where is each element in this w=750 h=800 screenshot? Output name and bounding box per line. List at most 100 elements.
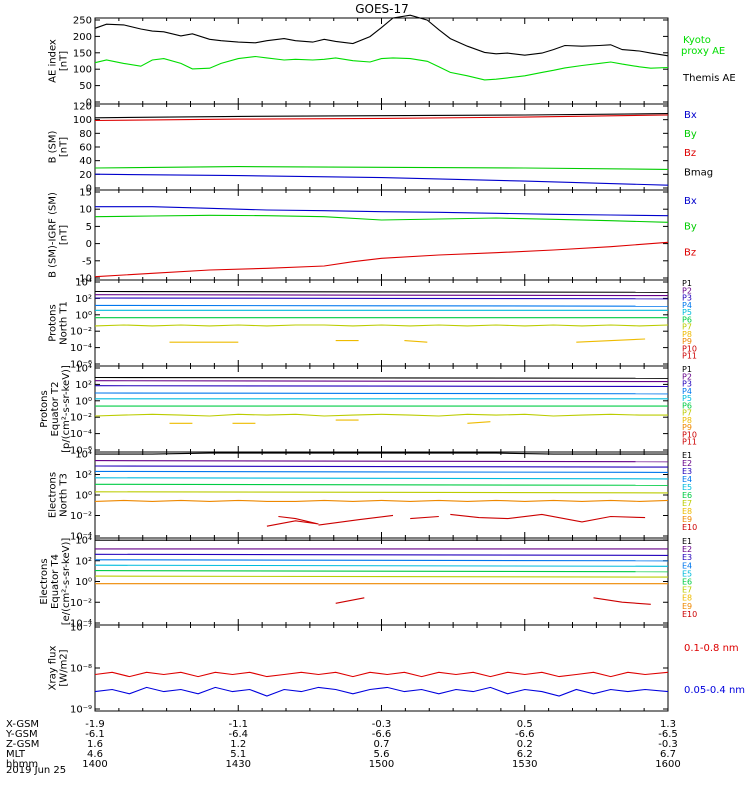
legend-label: P5 [682, 308, 692, 317]
legend-label: P11 [682, 438, 697, 447]
series-line-e9 [450, 513, 646, 523]
series-line-by [94, 214, 669, 223]
ephemeris-row-label: MLT [6, 749, 26, 760]
ephemeris-value: -6.1 [85, 729, 105, 740]
legend-label: E6 [682, 578, 692, 587]
y-axis-label: Electrons [48, 472, 59, 518]
y-tick-label: 15 [79, 188, 92, 199]
legend-label: P3 [682, 294, 692, 303]
y-axis-label: North T1 [59, 301, 70, 345]
legend-label: P2 [682, 372, 692, 381]
legend-label: Bx [684, 196, 697, 207]
y-tick-label: 10⁻⁴ [70, 619, 92, 630]
series-line-e3 [94, 553, 669, 556]
y-axis-label: [nT] [59, 225, 70, 245]
legend-label: 0.05-0.4 nm [684, 685, 745, 696]
y-tick-label: 10⁻⁴ [70, 343, 92, 354]
ephemeris-value: -0.3 [372, 719, 392, 730]
panel-xray: 10⁻⁷ 10⁻⁸ 10⁻⁹ Xray flux [W/m2] 0.1-0.8 nm 0.0… [48, 623, 746, 716]
legend-label: E8 [682, 594, 692, 603]
legend-label: E5 [682, 569, 692, 578]
legend-label: By [684, 222, 697, 233]
legend-label: P11 [682, 352, 697, 361]
series-line-e3 [94, 465, 669, 468]
y-axis-label: Protons [39, 390, 50, 427]
legend-label: By [684, 129, 697, 140]
panel-frame [94, 365, 669, 453]
ephemeris-value: 1600 [655, 759, 680, 770]
y-tick-label: 10⁻⁴ [70, 429, 92, 440]
legend-label: proxy AE [681, 46, 725, 57]
panel-frame [94, 451, 669, 539]
ephemeris-value: 1.2 [230, 739, 246, 750]
legend-label: Themis AE [682, 73, 736, 84]
series-line-p4 [94, 304, 669, 307]
legend-label: P8 [682, 416, 692, 425]
legend-label: Kyoto [683, 35, 711, 46]
series-line-e9 [593, 597, 651, 605]
series-line-by [94, 166, 669, 170]
series-line-e1 [95, 452, 668, 455]
y-axis-label: North T3 [59, 473, 70, 517]
ephemeris-row-label: Z-GSM [6, 739, 39, 750]
legend-label: P8 [682, 330, 692, 339]
ephemeris-value: -1.9 [85, 719, 105, 730]
series-line-e6 [94, 483, 669, 486]
y-axis-label: [e/(cm²-s-sr-keV)] [61, 538, 72, 626]
ephemeris-value: 1400 [82, 759, 107, 770]
ephemeris-row-label: hhmm [6, 759, 38, 770]
legend-label: E9 [682, 515, 692, 524]
series-line-p3 [94, 385, 669, 388]
series-line-p2 [94, 294, 669, 297]
series-line-e9 [318, 514, 394, 526]
y-tick-label: 10⁴ [75, 450, 92, 461]
y-tick-label: 80 [79, 129, 92, 140]
legend-label: E9 [682, 602, 692, 611]
y-axis-label: Protons [48, 304, 59, 341]
legend-label: P3 [682, 380, 692, 389]
y-tick-label: 10⁰ [75, 577, 92, 588]
series-line-bmag [94, 113, 669, 119]
legend-label: P6 [682, 401, 692, 410]
ephemeris-value: 1500 [369, 759, 394, 770]
ephemeris-value: 6.2 [517, 749, 533, 760]
y-axis-label: B (SM)-IGRF (SM) [48, 192, 59, 278]
ephemeris-row-label: X-GSM [6, 719, 39, 730]
y-tick-label: 10² [75, 556, 92, 567]
legend-label: E4 [682, 561, 692, 570]
series-line-e8 [94, 499, 669, 502]
legend-label: Bx [684, 110, 697, 121]
ephemeris-value: -6.6 [515, 729, 535, 740]
y-axis-label: [nT] [59, 51, 70, 71]
y-tick-label: 10⁻² [70, 327, 92, 338]
legend-label: E8 [682, 507, 692, 516]
y-axis-label: B (SM) [48, 130, 59, 163]
date-label: 2019 Jun 25 [6, 765, 66, 776]
ephemeris-value: 1530 [512, 759, 537, 770]
legend-label: P1 [682, 365, 692, 374]
panel-bsm: 120 100 80 60 40 20 0 B (SM) [nT] Bx By Bz Bmag [48, 102, 714, 195]
series-line-p2 [94, 380, 669, 383]
panel-frame [94, 17, 669, 105]
legend-label: P7 [682, 323, 692, 332]
legend-label: E10 [682, 610, 697, 619]
series-line-e4 [94, 559, 669, 562]
y-axis-label: [W/m2] [59, 649, 70, 686]
series-line-kyoto [94, 55, 669, 81]
legend-label: E5 [682, 483, 692, 492]
y-axis-label: Xray flux [48, 646, 59, 691]
ephemeris-value: 1.3 [660, 719, 676, 730]
y-tick-label: 0 [86, 98, 92, 109]
y-tick-label: 5 [86, 222, 92, 233]
series-line-e2 [94, 460, 669, 463]
y-tick-label: 10 [79, 205, 92, 216]
series-line-p1 [94, 290, 669, 293]
y-tick-label: 10⁰ [75, 396, 92, 407]
series-line-p3 [94, 297, 669, 300]
y-tick-label: 10⁻⁸ [70, 664, 92, 675]
y-tick-label: 10² [75, 380, 92, 391]
series-line-0.05-0.4-nm [94, 686, 669, 697]
